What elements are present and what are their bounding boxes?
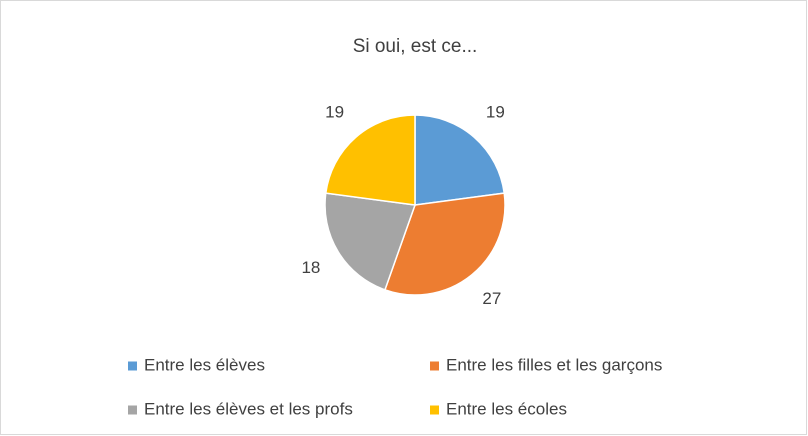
legend-label: Entre les élèves: [144, 355, 265, 374]
legend-swatch: [430, 405, 439, 415]
pie-slice: [414, 114, 506, 206]
pie-slice: [383, 192, 506, 296]
data-label: 18: [301, 258, 320, 277]
legend-swatch: [128, 361, 137, 371]
legend-swatch: [430, 361, 439, 371]
chart-title: Si oui, est ce...: [353, 36, 478, 57]
legend-label: Entre les écoles: [446, 399, 567, 418]
legend-label: Entre les filles et les garçons: [446, 355, 662, 374]
pie-slice: [324, 192, 417, 291]
legend-label: Entre les élèves et les profs: [144, 399, 353, 418]
data-label: 19: [325, 103, 344, 122]
data-label: 19: [486, 103, 505, 122]
data-label: 27: [482, 289, 501, 308]
legend-swatch: [128, 405, 137, 415]
pie-slice: [324, 114, 416, 206]
